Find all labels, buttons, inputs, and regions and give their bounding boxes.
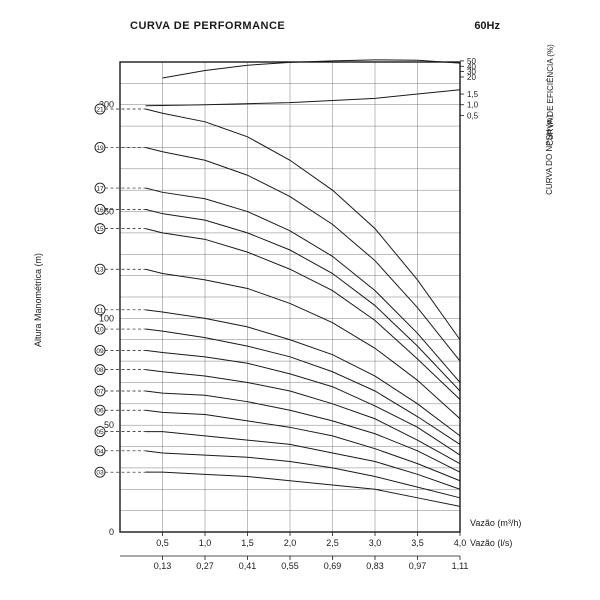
svg-text:50: 50 (467, 57, 476, 66)
svg-text:13: 13 (96, 267, 104, 274)
svg-text:0,83: 0,83 (366, 561, 384, 570)
svg-text:21: 21 (96, 107, 104, 114)
svg-text:19: 19 (96, 145, 104, 152)
svg-text:1,5: 1,5 (467, 90, 479, 99)
svg-text:0,69: 0,69 (324, 561, 342, 570)
svg-text:1,0: 1,0 (467, 101, 479, 110)
right-axis-label-npsh: CURVA DO NPSH (m) (546, 115, 555, 195)
svg-text:04: 04 (96, 448, 104, 455)
svg-text:17: 17 (96, 186, 104, 193)
svg-text:0,5: 0,5 (467, 111, 479, 120)
svg-text:3,0: 3,0 (369, 538, 382, 548)
svg-text:1,0: 1,0 (199, 538, 212, 548)
svg-text:0,55: 0,55 (281, 561, 299, 570)
svg-text:3,5: 3,5 (411, 538, 424, 548)
svg-text:03: 03 (96, 470, 104, 477)
svg-text:06: 06 (96, 408, 104, 415)
svg-text:50: 50 (104, 420, 114, 430)
svg-text:05: 05 (96, 429, 104, 436)
chart-title-right: 60Hz (474, 20, 500, 32)
svg-text:16: 16 (96, 207, 104, 214)
svg-text:07: 07 (96, 389, 104, 396)
svg-text:2,0: 2,0 (284, 538, 297, 548)
y-axis-label: Altura Manométrica (m) (33, 253, 43, 347)
svg-text:4,0: 4,0 (454, 538, 467, 548)
svg-text:0,5: 0,5 (156, 538, 169, 548)
svg-text:0,27: 0,27 (196, 561, 214, 570)
svg-text:15: 15 (96, 226, 104, 233)
svg-text:0: 0 (109, 527, 114, 537)
svg-text:2,5: 2,5 (326, 538, 339, 548)
chart-title-left: CURVA DE PERFORMANCE (130, 20, 285, 32)
svg-text:0,41: 0,41 (239, 561, 257, 570)
svg-text:09: 09 (96, 348, 104, 355)
svg-text:10: 10 (96, 327, 104, 334)
svg-text:08: 08 (96, 367, 104, 374)
svg-text:1,11: 1,11 (452, 561, 469, 570)
svg-text:0,13: 0,13 (154, 561, 172, 570)
svg-text:11: 11 (97, 307, 104, 314)
svg-text:1,5: 1,5 (241, 538, 254, 548)
performance-chart: 0501001502000,51,01,52,02,53,03,54,00,13… (70, 40, 530, 570)
svg-text:0,97: 0,97 (409, 561, 427, 570)
